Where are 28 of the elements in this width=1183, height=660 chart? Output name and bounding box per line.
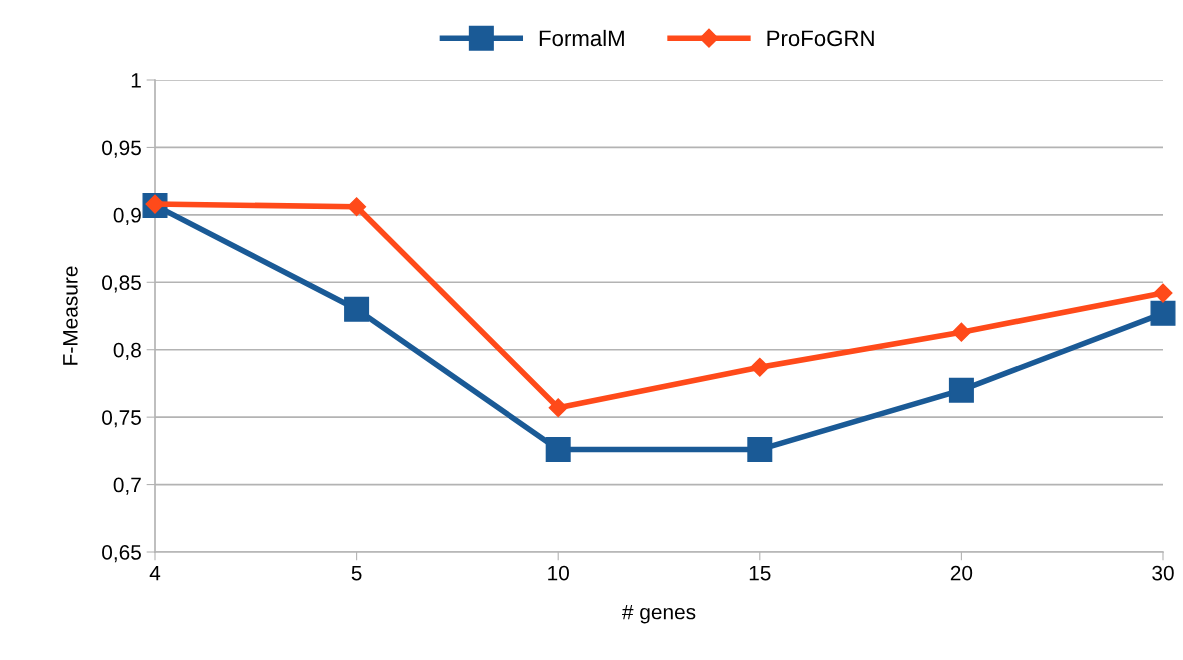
x-tick-label: 15 — [749, 565, 771, 581]
legend-label: ProFoGRN — [767, 30, 874, 47]
y-tick-label: 0,65 — [102, 545, 141, 563]
point — [951, 322, 971, 342]
y-tick-label: 0,95 — [102, 140, 141, 158]
point — [1153, 283, 1173, 303]
x-tick-label: 5 — [351, 565, 362, 581]
x-tick-label: 30 — [1152, 565, 1174, 581]
y-tick-label: 0,9 — [113, 207, 141, 226]
point — [1150, 300, 1176, 326]
point — [548, 398, 568, 418]
point — [747, 437, 773, 463]
x-tick-label: 4 — [149, 565, 161, 581]
legend-label: FormalM — [539, 29, 624, 47]
x-tick-label: 20 — [950, 565, 973, 581]
point — [750, 357, 770, 377]
y-tick-label: 0,8 — [113, 342, 141, 360]
point — [344, 296, 370, 322]
x-axis-title: # genes — [622, 604, 696, 624]
x-tick-label: 10 — [548, 565, 569, 581]
point — [948, 377, 974, 403]
y-tick-label: 1 — [131, 73, 141, 88]
y-axis-title: F-Measure — [63, 266, 78, 365]
point — [347, 197, 367, 217]
y-tick-label: 0,7 — [113, 477, 141, 495]
y-tick-label: 0,85 — [102, 275, 141, 293]
point — [545, 437, 571, 463]
y-tick-label: 0,75 — [102, 410, 141, 428]
